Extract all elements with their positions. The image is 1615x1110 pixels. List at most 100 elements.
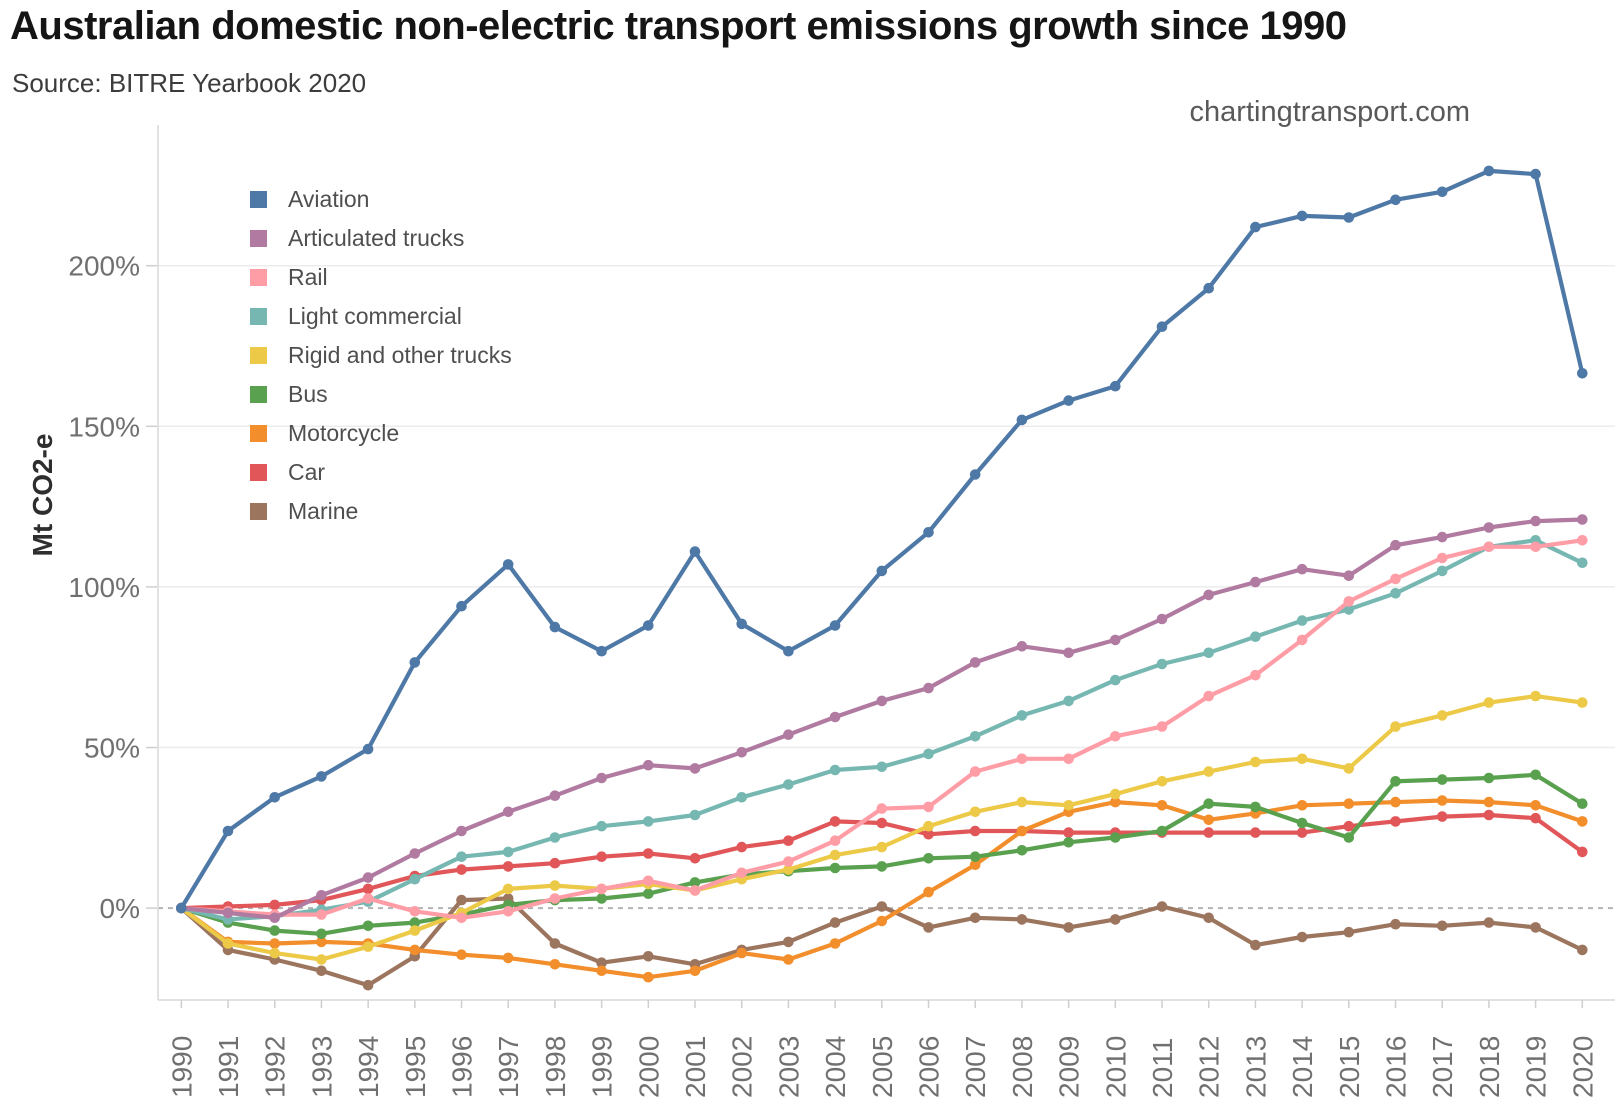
data-point-marine-2006 bbox=[923, 922, 934, 933]
data-point-rail-2013 bbox=[1250, 669, 1261, 681]
data-point-rail-1997 bbox=[502, 906, 514, 917]
data-point-aviation-2003 bbox=[783, 645, 794, 657]
data-point-motorcycle-2016 bbox=[1390, 796, 1401, 808]
data-point-rigid-and-other-trucks-2014 bbox=[1296, 753, 1308, 765]
x-tick-label-2011: 2011 bbox=[1147, 1038, 1178, 1098]
data-point-bus-1995 bbox=[409, 917, 421, 928]
data-point-aviation-2011 bbox=[1156, 321, 1168, 333]
data-point-car-1997 bbox=[502, 861, 514, 872]
data-point-light-commercial-2009 bbox=[1063, 695, 1074, 707]
data-point-aviation-2014 bbox=[1296, 210, 1308, 222]
data-point-bus-2015 bbox=[1343, 832, 1355, 843]
data-point-rail-2020 bbox=[1577, 535, 1588, 546]
data-point-articulated-trucks-2012 bbox=[1203, 589, 1214, 601]
data-point-rigid-and-other-trucks-2007 bbox=[969, 806, 981, 818]
data-point-rigid-and-other-trucks-2008 bbox=[1016, 796, 1028, 808]
legend-swatch-rigid-and-other-trucks bbox=[250, 347, 267, 364]
data-point-motorcycle-2008 bbox=[1016, 825, 1028, 837]
x-tick-label-2003: 2003 bbox=[773, 1036, 804, 1098]
data-point-light-commercial-2007 bbox=[969, 731, 981, 742]
data-point-car-2016 bbox=[1390, 816, 1401, 827]
data-point-rail-2002 bbox=[736, 867, 747, 879]
data-point-rail-2014 bbox=[1296, 634, 1308, 646]
data-point-motorcycle-2014 bbox=[1296, 800, 1308, 811]
data-point-rail-2008 bbox=[1016, 753, 1028, 765]
data-point-rail-2018 bbox=[1483, 541, 1495, 553]
data-point-car-2014 bbox=[1296, 827, 1308, 838]
data-point-car-2004 bbox=[829, 816, 841, 827]
data-point-marine-1999 bbox=[596, 957, 607, 968]
legend-label: Marine bbox=[288, 498, 359, 524]
data-point-rigid-and-other-trucks-2020 bbox=[1577, 697, 1588, 708]
x-tick-label-2000: 2000 bbox=[633, 1036, 664, 1098]
data-point-rail-2001 bbox=[689, 885, 701, 896]
data-point-rigid-and-other-trucks-1992 bbox=[269, 947, 281, 959]
data-point-motorcycle-1999 bbox=[596, 965, 607, 977]
chart-title: Australian domestic non-electric transpo… bbox=[10, 4, 1347, 48]
legend-label: Bus bbox=[288, 381, 328, 407]
legend-swatch-articulated-trucks bbox=[250, 230, 267, 247]
x-tick-label-2010: 2010 bbox=[1100, 1036, 1131, 1098]
data-point-aviation-1994 bbox=[362, 743, 374, 755]
data-point-articulated-trucks-2009 bbox=[1063, 647, 1074, 659]
x-tick-label-1992: 1992 bbox=[260, 1036, 291, 1098]
data-point-motorcycle-2012 bbox=[1203, 814, 1214, 826]
data-point-articulated-trucks-1996 bbox=[456, 825, 467, 837]
data-point-articulated-trucks-2010 bbox=[1110, 634, 1121, 646]
data-point-marine-2007 bbox=[969, 912, 981, 924]
series-motorcycle bbox=[176, 795, 1588, 983]
data-point-car-2007 bbox=[969, 825, 981, 837]
data-point-articulated-trucks-2004 bbox=[829, 711, 841, 723]
data-point-rail-1998 bbox=[549, 893, 561, 904]
data-point-aviation-2004 bbox=[829, 620, 841, 631]
data-point-car-2015 bbox=[1343, 820, 1355, 832]
data-point-car-1998 bbox=[549, 857, 561, 869]
data-point-motorcycle-2010 bbox=[1110, 796, 1121, 808]
data-point-rail-2017 bbox=[1436, 552, 1448, 564]
data-point-bus-2018 bbox=[1483, 772, 1495, 784]
data-point-articulated-trucks-1994 bbox=[362, 872, 374, 883]
data-point-rigid-and-other-trucks-2003 bbox=[783, 864, 794, 875]
data-point-articulated-trucks-2013 bbox=[1250, 576, 1261, 588]
x-tick-label-2014: 2014 bbox=[1287, 1036, 1318, 1098]
y-axis-title: Mt CO2-e bbox=[27, 433, 58, 557]
data-point-bus-1994 bbox=[362, 920, 374, 932]
x-tick-label-2005: 2005 bbox=[867, 1036, 898, 1098]
data-point-rigid-and-other-trucks-2011 bbox=[1156, 776, 1168, 787]
data-point-motorcycle-2006 bbox=[923, 886, 934, 898]
data-point-light-commercial-2020 bbox=[1577, 557, 1588, 569]
data-point-rigid-and-other-trucks-1997 bbox=[502, 883, 514, 895]
x-tick-label-2008: 2008 bbox=[1007, 1036, 1038, 1098]
x-tick-label-2017: 2017 bbox=[1427, 1036, 1458, 1098]
legend-swatch-rail bbox=[250, 269, 267, 286]
data-point-aviation-2020 bbox=[1577, 368, 1588, 379]
data-point-articulated-trucks-2020 bbox=[1577, 514, 1588, 525]
data-point-rigid-and-other-trucks-1993 bbox=[316, 954, 327, 965]
data-point-marine-1996 bbox=[456, 894, 467, 906]
data-point-aviation-1995 bbox=[409, 657, 421, 668]
data-point-bus-2013 bbox=[1250, 801, 1261, 813]
data-point-marine-2009 bbox=[1063, 922, 1074, 933]
data-point-motorcycle-2003 bbox=[783, 954, 794, 965]
y-tick-label: 150% bbox=[68, 411, 140, 442]
data-point-bus-2010 bbox=[1110, 832, 1121, 843]
x-tick-label-2001: 2001 bbox=[680, 1036, 711, 1098]
data-point-aviation-1991 bbox=[222, 825, 234, 837]
data-point-rail-1996 bbox=[456, 912, 467, 924]
legend-item-car: Car bbox=[250, 453, 512, 492]
data-point-aviation-2017 bbox=[1436, 186, 1448, 198]
data-point-car-2000 bbox=[643, 848, 654, 859]
x-tick-label-2018: 2018 bbox=[1474, 1036, 1505, 1098]
y-tick-label: 100% bbox=[68, 572, 140, 603]
data-point-rail-2011 bbox=[1156, 721, 1168, 732]
data-point-rail-2019 bbox=[1530, 541, 1541, 553]
data-point-light-commercial-1997 bbox=[502, 846, 514, 858]
x-tick-label-2015: 2015 bbox=[1334, 1036, 1365, 1098]
data-point-car-2012 bbox=[1203, 827, 1214, 838]
data-point-motorcycle-2020 bbox=[1577, 816, 1588, 827]
x-tick-label-1997: 1997 bbox=[493, 1036, 524, 1098]
data-point-rail-2015 bbox=[1343, 596, 1355, 607]
data-point-car-2013 bbox=[1250, 827, 1261, 838]
data-point-light-commercial-2008 bbox=[1016, 710, 1028, 721]
data-point-rigid-and-other-trucks-2013 bbox=[1250, 756, 1261, 768]
